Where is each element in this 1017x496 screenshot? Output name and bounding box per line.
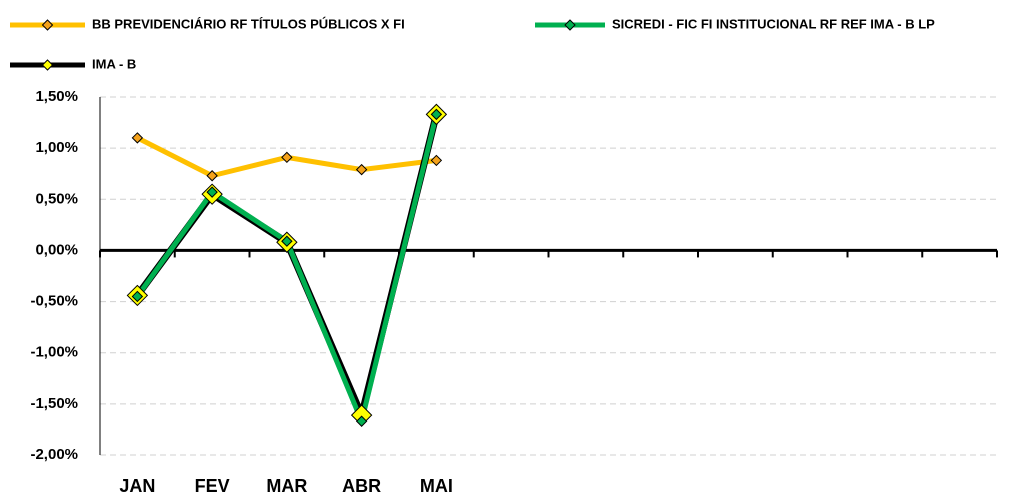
x-tick-label: JAN	[119, 476, 155, 496]
legend-marker	[41, 19, 54, 31]
marker	[206, 186, 218, 198]
y-tick-label: -1,50%	[30, 395, 78, 412]
x-tick-label: FEV	[195, 476, 230, 496]
marker	[430, 108, 443, 121]
y-tick-label: 1,50%	[35, 88, 78, 105]
marker	[131, 132, 144, 144]
y-tick-label: -2,00%	[30, 446, 78, 463]
legend-marker	[564, 19, 576, 31]
legend-label: BB PREVIDENCIÁRIO RF TÍTULOS PÚBLICOS X …	[92, 16, 405, 31]
y-tick-label: 0,00%	[35, 241, 78, 258]
legend-marker	[41, 59, 54, 71]
x-tick-label: MAI	[420, 476, 453, 496]
marker	[281, 235, 293, 247]
marker	[131, 290, 144, 303]
y-tick-label: 1,00%	[35, 139, 78, 156]
y-tick-label: -1,00%	[30, 344, 78, 361]
marker	[355, 415, 368, 427]
legend-label: IMA - B	[92, 56, 136, 71]
x-tick-label: MAR	[266, 476, 307, 496]
marker	[281, 151, 293, 164]
marker	[355, 163, 368, 176]
y-tick-label: 0,50%	[35, 190, 78, 207]
y-tick-label: -0,50%	[30, 293, 78, 310]
marker	[430, 154, 443, 167]
marker	[206, 170, 218, 182]
legend-label: SICREDI - FIC FI INSTITUCIONAL RF REF IM…	[612, 16, 935, 31]
x-tick-label: ABR	[342, 476, 381, 496]
